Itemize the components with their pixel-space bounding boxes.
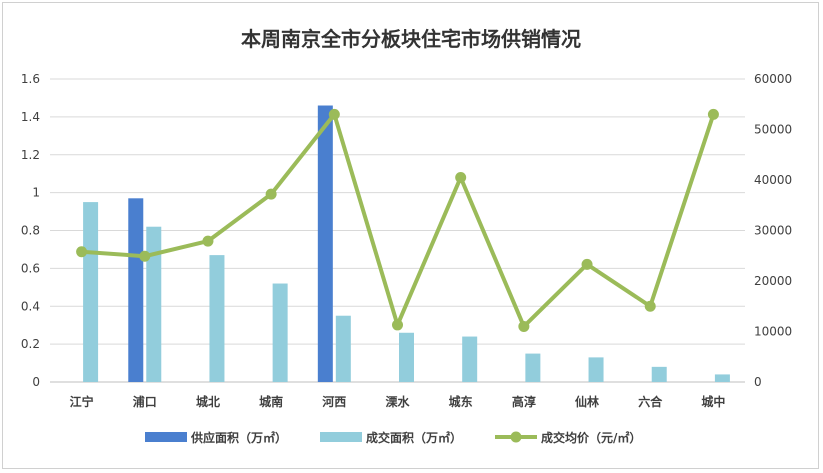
legend-label-supply: 供应面积（万㎡） bbox=[190, 430, 287, 445]
legend-label-price: 成交均价（元/㎡） bbox=[541, 430, 641, 445]
right-axis-ticks: 0 10000 20000 30000 40000 50000 60000 bbox=[754, 72, 792, 389]
right-tick-label: 30000 bbox=[754, 224, 792, 238]
category-label: 江宁 bbox=[70, 394, 94, 409]
category-label: 仙林 bbox=[575, 394, 599, 409]
sold-bar bbox=[209, 255, 225, 382]
left-tick-label: 0.4 bbox=[21, 299, 40, 313]
bars bbox=[83, 105, 730, 382]
left-tick-label: 1 bbox=[32, 186, 40, 200]
price-point bbox=[139, 250, 151, 262]
price-point bbox=[265, 188, 277, 200]
right-tick-label: 60000 bbox=[754, 72, 792, 86]
category-label: 城南 bbox=[259, 394, 283, 409]
sold-bar bbox=[462, 336, 478, 382]
price-point bbox=[707, 108, 719, 120]
price-point bbox=[328, 108, 340, 120]
price-polyline bbox=[81, 112, 716, 329]
price-point bbox=[202, 235, 214, 247]
sold-bar bbox=[83, 202, 99, 382]
price-point bbox=[644, 300, 656, 312]
right-tick-label: 40000 bbox=[754, 173, 792, 187]
category-label: 浦口 bbox=[133, 394, 157, 409]
left-tick-label: 1.6 bbox=[21, 72, 40, 86]
legend-swatch-price-marker bbox=[510, 431, 522, 443]
category-label: 城中 bbox=[701, 394, 725, 409]
left-tick-label: 0.6 bbox=[21, 261, 40, 275]
legend: 供应面积（万㎡） 成交面积（万㎡） 成交均价（元/㎡） bbox=[145, 430, 641, 445]
chart-title: 本周南京全市分板块住宅市场供销情况 bbox=[241, 27, 581, 51]
left-tick-label: 0 bbox=[32, 375, 40, 389]
price-point bbox=[518, 320, 530, 332]
left-tick-label: 0.8 bbox=[21, 224, 40, 238]
sold-bar bbox=[714, 374, 730, 382]
gridlines bbox=[50, 78, 745, 383]
sold-bar bbox=[272, 283, 288, 382]
left-tick-label: 1.4 bbox=[21, 110, 40, 124]
sold-bar bbox=[335, 315, 351, 382]
right-tick-label: 0 bbox=[754, 375, 762, 389]
supply-bar bbox=[317, 105, 333, 382]
price-point bbox=[392, 319, 403, 331]
category-label: 溧水 bbox=[385, 394, 410, 409]
price-line bbox=[76, 108, 719, 332]
price-point bbox=[455, 171, 467, 183]
supply-bar bbox=[128, 198, 144, 382]
price-point bbox=[76, 246, 88, 258]
sold-bar bbox=[146, 226, 162, 382]
category-label: 六合 bbox=[638, 394, 663, 409]
category-label: 河西 bbox=[321, 394, 346, 409]
legend-swatch-supply bbox=[145, 432, 187, 442]
left-tick-label: 1.2 bbox=[21, 148, 40, 162]
sold-bar bbox=[588, 357, 604, 382]
category-labels: 江宁 浦口 城北 城南 河西 溧水 城东 高淳 仙林 六合 城中 bbox=[70, 394, 726, 409]
category-label: 城北 bbox=[196, 394, 220, 409]
right-tick-label: 20000 bbox=[754, 274, 792, 288]
right-tick-label: 10000 bbox=[754, 325, 792, 339]
sold-bar bbox=[525, 353, 541, 382]
right-tick-label: 50000 bbox=[754, 123, 792, 137]
category-label: 城东 bbox=[449, 394, 473, 409]
price-point bbox=[581, 258, 593, 270]
sold-bar bbox=[651, 366, 667, 382]
left-tick-label: 0.2 bbox=[21, 337, 40, 351]
category-label: 高淳 bbox=[512, 394, 536, 409]
legend-label-sold: 成交面积（万㎡） bbox=[366, 430, 462, 445]
left-axis-ticks: 0 0.2 0.4 0.6 0.8 1 1.2 1.4 1.6 bbox=[21, 72, 40, 389]
sold-bar bbox=[399, 332, 414, 382]
legend-swatch-sold bbox=[320, 432, 362, 442]
